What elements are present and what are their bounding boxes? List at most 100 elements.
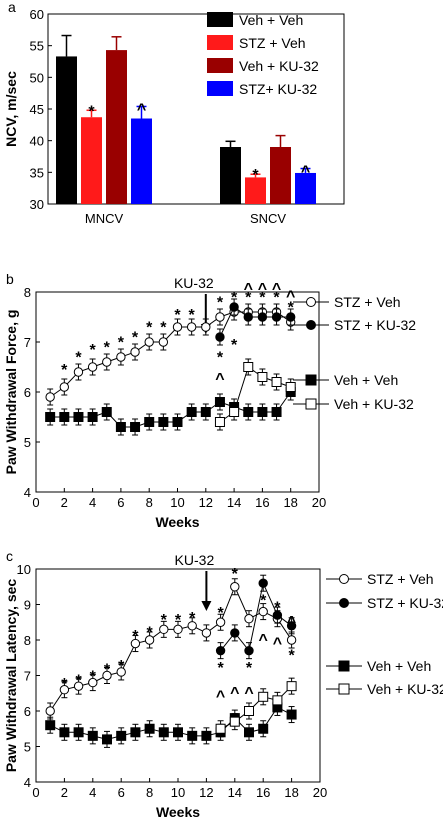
point-b-2 bbox=[186, 407, 197, 417]
point-b-2 bbox=[214, 397, 225, 407]
point-c-0 bbox=[258, 606, 268, 617]
significance-marker-c: ^ bbox=[216, 689, 225, 706]
point-c-0 bbox=[244, 614, 254, 624]
point-b-1 bbox=[286, 312, 296, 322]
series-line-c-0 bbox=[49, 585, 293, 712]
bar-a-SNCV-1 bbox=[245, 177, 266, 204]
x-tick-label-b: 2 bbox=[61, 495, 68, 510]
point-b-0 bbox=[158, 337, 169, 347]
panel-label-a: a bbox=[8, 0, 16, 15]
legend-marker-c bbox=[338, 660, 350, 672]
y-tick-label-b: 8 bbox=[24, 285, 31, 300]
x-tick-label-b: 0 bbox=[32, 495, 39, 510]
point-c-2 bbox=[201, 730, 212, 741]
x-tick-label-c: 8 bbox=[146, 785, 153, 800]
significance-marker-c: * bbox=[132, 628, 139, 645]
significance-marker-b: * bbox=[231, 290, 238, 307]
point-c-3 bbox=[272, 695, 283, 706]
legend-label-c: STZ + Veh bbox=[367, 571, 434, 587]
y-tick-label-c: 7 bbox=[24, 669, 31, 684]
y-tick-label-a: 45 bbox=[30, 102, 44, 117]
y-tick-label-a: 60 bbox=[30, 7, 44, 22]
significance-marker-b: * bbox=[174, 307, 181, 324]
y-tick-label-a: 50 bbox=[30, 70, 44, 85]
x-tick-label-b: 12 bbox=[199, 495, 213, 510]
point-c-2 bbox=[286, 709, 297, 720]
significance-marker-c: ^ bbox=[259, 632, 268, 649]
significance-marker-b: * bbox=[104, 340, 111, 357]
significance-marker-b: ^ bbox=[272, 281, 281, 298]
significance-marker-b: * bbox=[61, 362, 68, 379]
point-b-2 bbox=[271, 407, 282, 417]
significance-marker-c: ^ bbox=[244, 685, 253, 702]
significance-marker-a: * bbox=[252, 167, 259, 184]
point-c-2 bbox=[102, 734, 112, 745]
significance-marker-c: * bbox=[217, 605, 224, 622]
point-b-0 bbox=[172, 322, 183, 332]
significance-marker-c: * bbox=[189, 610, 196, 627]
x-tick-label-c: 16 bbox=[256, 785, 270, 800]
point-c-1 bbox=[230, 628, 240, 638]
point-c-0 bbox=[173, 624, 183, 635]
point-c-0 bbox=[187, 621, 197, 631]
bar-a-SNCV-0 bbox=[220, 147, 241, 204]
point-b-2 bbox=[257, 407, 268, 417]
y-axis-title-c: Paw Withdrawal Latency, sec bbox=[3, 579, 19, 773]
significance-marker-b: * bbox=[160, 320, 167, 337]
x-tick-label-c: 2 bbox=[61, 785, 68, 800]
point-b-2 bbox=[144, 417, 155, 427]
point-b-3 bbox=[271, 377, 282, 387]
x-axis-title-c: Weeks bbox=[156, 804, 200, 820]
point-b-0 bbox=[186, 322, 197, 332]
significance-marker-b: * bbox=[217, 295, 224, 312]
point-b-2 bbox=[172, 417, 183, 427]
point-c-2 bbox=[158, 727, 169, 738]
significance-marker-b: * bbox=[118, 335, 125, 352]
legend-label-a: Veh + KU-32 bbox=[239, 58, 319, 74]
point-b-2 bbox=[101, 407, 112, 417]
point-c-3 bbox=[215, 723, 226, 734]
y-tick-label-c: 5 bbox=[24, 740, 31, 755]
point-c-3 bbox=[229, 716, 240, 727]
legend-label-b: Veh + Veh bbox=[334, 372, 398, 388]
y-tick-label-c: 8 bbox=[24, 633, 31, 648]
point-b-3 bbox=[285, 382, 296, 392]
legend-label-a: Veh + Veh bbox=[239, 12, 303, 28]
point-b-0 bbox=[102, 357, 112, 367]
significance-marker-b: ^ bbox=[215, 371, 224, 388]
point-b-0 bbox=[87, 362, 98, 372]
point-b-1 bbox=[243, 312, 253, 322]
significance-marker-c: * bbox=[288, 647, 295, 664]
series-line-b-2 bbox=[50, 391, 292, 428]
point-c-2 bbox=[144, 723, 155, 734]
significance-marker-b: * bbox=[89, 342, 96, 359]
point-c-1 bbox=[286, 621, 297, 631]
point-b-1 bbox=[271, 312, 282, 322]
significance-marker-b: * bbox=[146, 320, 153, 337]
significance-marker-c: * bbox=[161, 612, 168, 629]
point-c-2 bbox=[45, 720, 56, 731]
point-b-2 bbox=[87, 412, 98, 422]
point-c-1 bbox=[272, 610, 283, 620]
significance-marker-a: ^ bbox=[137, 101, 146, 118]
significance-marker-c: * bbox=[175, 612, 182, 629]
point-b-3 bbox=[214, 417, 225, 427]
significance-marker-b: ^ bbox=[258, 281, 267, 298]
significance-marker-b: * bbox=[231, 337, 238, 354]
significance-marker-b: * bbox=[75, 350, 82, 367]
annotation-ku32-b: KU-32 bbox=[174, 275, 214, 291]
bar-a-MNCV-1 bbox=[81, 117, 102, 204]
significance-marker-b: * bbox=[132, 330, 139, 347]
legend-marker-c bbox=[339, 598, 349, 608]
point-b-2 bbox=[115, 422, 126, 432]
y-tick-label-c: 6 bbox=[24, 704, 31, 719]
point-c-0 bbox=[286, 635, 297, 645]
y-axis-title-a: NCV, m/sec bbox=[3, 71, 19, 147]
significance-marker-c: * bbox=[260, 592, 267, 609]
legend-marker-c bbox=[339, 574, 349, 584]
point-c-2 bbox=[59, 727, 70, 738]
x-tick-label-b: 10 bbox=[170, 495, 184, 510]
annotation-ku32-c: KU-32 bbox=[175, 552, 215, 568]
point-b-1 bbox=[257, 312, 268, 322]
point-c-1 bbox=[258, 578, 268, 588]
